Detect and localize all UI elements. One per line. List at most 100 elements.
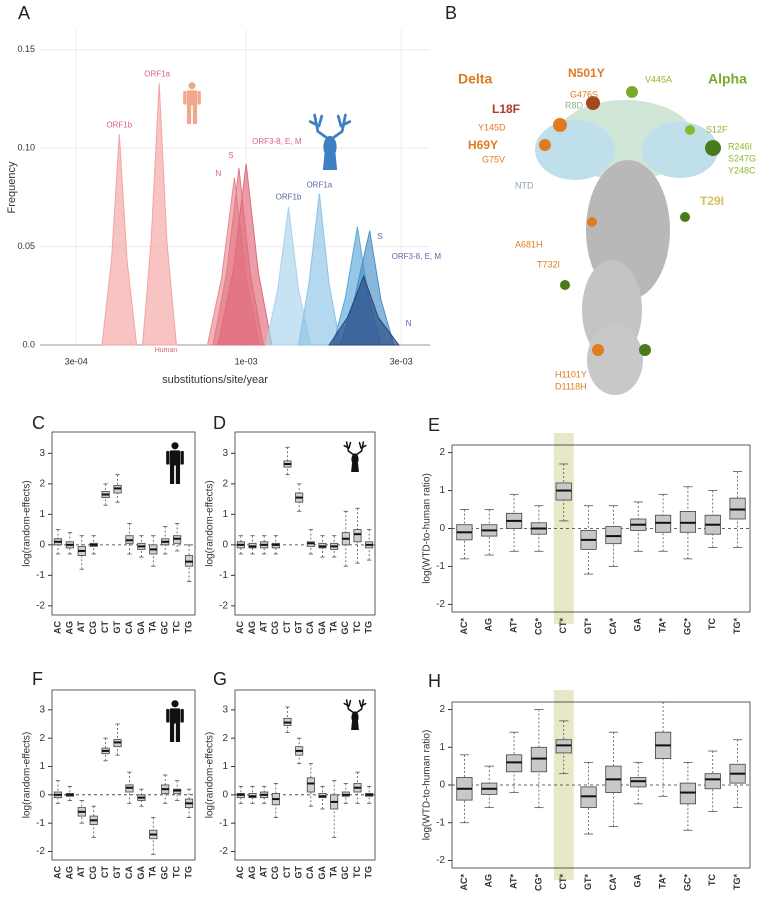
box	[353, 529, 362, 543]
mutation-label: R8D	[565, 100, 584, 110]
mutation-site	[685, 125, 695, 135]
plot-frame	[234, 431, 376, 616]
human-icon	[175, 722, 181, 742]
mutation-label: T732I	[537, 259, 560, 269]
y-tick-label: 3	[39, 704, 45, 715]
mutation-label: Delta	[458, 71, 492, 87]
mutation-site	[592, 344, 604, 356]
x-tick-label: AC*	[459, 618, 469, 635]
panel-letter: G	[213, 669, 227, 689]
x-tick-label: CA*	[608, 874, 618, 891]
y-tick-label: -2	[436, 855, 445, 866]
series-label: ORF1a	[144, 69, 170, 78]
x-tick-label: CG	[270, 866, 280, 880]
mutation-site	[680, 212, 690, 222]
structure-stalk	[587, 325, 643, 395]
plot-frame	[234, 689, 376, 861]
x-tick-label: AT	[76, 866, 86, 878]
panel-letter: B	[445, 3, 457, 23]
y-tick-label: -2	[36, 600, 45, 611]
x-tick-label: CA	[305, 866, 315, 879]
x-tick-label: AC*	[459, 874, 469, 891]
x-tick-label: AT	[76, 621, 86, 633]
x-tick-label: CA	[124, 866, 134, 879]
y-tick-label: 2	[439, 704, 445, 715]
x-tick-label: CG*	[533, 618, 543, 636]
human-icon	[169, 464, 175, 484]
human-icon	[171, 442, 179, 450]
x-tick-label: TA	[329, 621, 339, 633]
x-tick-label: TG	[183, 621, 193, 634]
x-axis-title: substitutions/site/year	[162, 374, 268, 386]
human-icon	[180, 450, 184, 465]
x-tick-label: TC	[172, 621, 182, 633]
deer-icon	[323, 135, 337, 158]
x-tick-label: TC	[707, 618, 717, 630]
x-tick-label: 3e-04	[65, 356, 88, 366]
x-tick-label: GT	[112, 620, 122, 633]
x-tick-label: TG	[364, 866, 374, 879]
y-axis-title: log(random-effects)	[22, 732, 33, 819]
mutation-label: D1118H	[555, 381, 587, 391]
x-tick-label: GT*	[583, 874, 593, 890]
mutation-label: G75V	[482, 154, 505, 164]
panel-letter: E	[428, 415, 440, 435]
deer-icon	[308, 113, 352, 140]
deer-icon	[351, 711, 359, 724]
x-tick-label: GA	[633, 873, 643, 887]
mutation-site	[553, 118, 567, 132]
x-tick-label: GA	[136, 865, 146, 879]
series-label: S	[228, 151, 233, 160]
mutation-label: Y145D	[478, 122, 506, 132]
plot-frame	[51, 431, 196, 616]
panel-letter: H	[428, 671, 441, 691]
y-tick-label: 0.05	[17, 241, 35, 251]
y-tick-label: -2	[219, 846, 228, 857]
x-tick-label: 1e-03	[235, 356, 258, 366]
y-tick-label: 0.0	[22, 339, 35, 349]
x-tick-label: TG*	[732, 618, 742, 634]
y-axis-title: log(random-effects)	[205, 480, 216, 567]
x-tick-label: GA	[317, 620, 327, 634]
x-tick-label: AG	[484, 618, 494, 632]
x-tick-label: AC	[235, 866, 245, 879]
mutation-label: H69Y	[468, 138, 498, 152]
x-tick-label: GT	[294, 620, 304, 633]
human-icon	[175, 464, 181, 484]
x-tick-label: CT	[100, 621, 110, 633]
y-tick-label: 1	[222, 761, 228, 772]
distribution-area	[328, 274, 400, 346]
series-label: N	[406, 319, 412, 328]
box	[306, 777, 315, 793]
x-tick-label: GC*	[682, 618, 692, 636]
x-tick-label: AC	[52, 866, 62, 879]
x-tick-label: GA	[633, 617, 643, 631]
x-tick-label: TA	[148, 866, 158, 878]
y-tick-label: 1	[439, 485, 445, 496]
mutation-label: R246I	[728, 141, 752, 151]
y-tick-label: -1	[219, 818, 228, 829]
y-tick-label: -2	[36, 846, 45, 857]
deer-icon	[322, 153, 338, 170]
distribution-area	[101, 134, 138, 346]
y-tick-label: 2	[39, 478, 45, 489]
y-tick-label: 2	[39, 733, 45, 744]
x-tick-label: CA	[305, 621, 315, 634]
annotation: Human	[155, 347, 178, 354]
x-tick-label: CT*	[558, 618, 568, 634]
highlight-band	[553, 690, 574, 880]
y-tick-label: 1	[222, 509, 228, 520]
x-tick-label: TG	[183, 866, 193, 879]
x-tick-label: AT	[259, 866, 269, 878]
x-tick-label: GC	[160, 865, 170, 879]
x-tick-label: AT	[259, 621, 269, 633]
human-icon	[169, 450, 181, 466]
mutation-site	[587, 217, 597, 227]
x-tick-label: TA	[148, 621, 158, 633]
distribution-area	[142, 83, 177, 346]
x-tick-label: CT	[282, 866, 292, 878]
y-tick-label: 0	[439, 523, 445, 534]
y-tick-label: 0	[222, 539, 228, 550]
